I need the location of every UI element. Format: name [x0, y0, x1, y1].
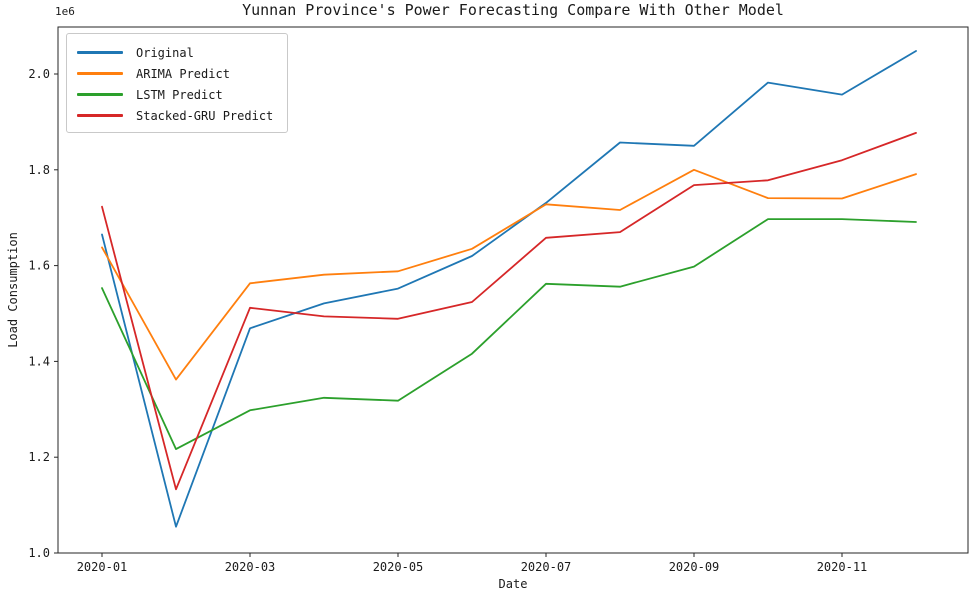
legend-item: Stacked-GRU Predict: [77, 105, 277, 126]
legend-line-sample: [77, 114, 123, 117]
y-axis-offset-text: 1e6: [55, 5, 75, 18]
legend-item-label: Original: [136, 45, 194, 60]
y-tick-label: 2.0: [28, 67, 50, 81]
series-line-lstm-predict: [101, 218, 917, 451]
series-line-stacked-gru-predict: [101, 131, 917, 491]
legend-item-label: LSTM Predict: [136, 87, 223, 102]
chart-title: Yunnan Province's Power Forecasting Comp…: [242, 1, 784, 19]
legend-item-label: ARIMA Predict: [136, 66, 230, 81]
x-tick-label: 2020-11: [817, 560, 868, 574]
legend: Original ARIMA Predict LSTM Predict Stacked…: [66, 33, 288, 133]
legend-item: Original: [77, 42, 277, 63]
legend-item: LSTM Predict: [77, 84, 277, 105]
y-tick-label: 1.0: [28, 546, 50, 560]
series-line-original: [101, 50, 917, 528]
y-tick-label: 1.6: [28, 259, 50, 273]
x-tick-label: 2020-07: [521, 560, 572, 574]
x-tick-label: 2020-03: [225, 560, 276, 574]
legend-line-sample: [77, 51, 123, 54]
legend-item: ARIMA Predict: [77, 63, 277, 84]
legend-item-label: Stacked-GRU Predict: [136, 108, 274, 123]
y-tick-label: 1.2: [28, 450, 50, 464]
y-tick-label: 1.8: [28, 163, 50, 177]
x-axis-label: Date: [498, 577, 528, 591]
legend-line-sample: [77, 93, 123, 96]
series-line-arima-predict: [101, 168, 917, 381]
x-tick-label: 2020-09: [669, 560, 720, 574]
x-tick-label: 2020-01: [77, 560, 128, 574]
axes-frame: [57, 26, 969, 554]
x-tick-label: 2020-05: [373, 560, 424, 574]
y-tick-label: 1.4: [28, 354, 50, 368]
y-axis-label: Load Consumption: [6, 232, 20, 348]
legend-line-sample: [77, 72, 123, 75]
